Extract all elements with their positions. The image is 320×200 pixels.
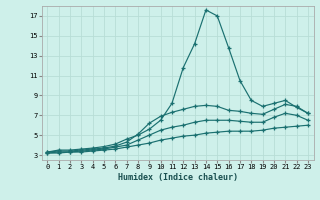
X-axis label: Humidex (Indice chaleur): Humidex (Indice chaleur): [118, 173, 237, 182]
